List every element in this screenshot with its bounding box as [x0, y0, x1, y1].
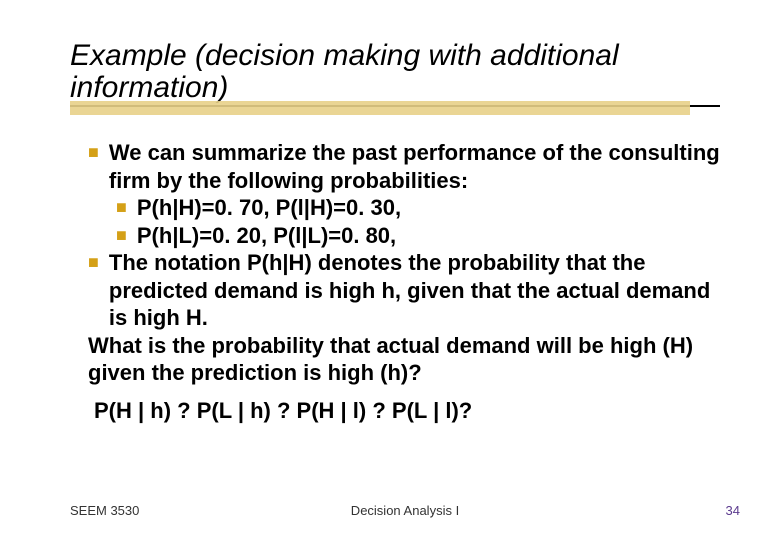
bullet-text: The notation P(h|H) denotes the probabil…	[109, 249, 720, 332]
title-underline-accent	[70, 101, 690, 115]
slide-title: Example (decision making with additional…	[70, 40, 720, 107]
bullet-text: We can summarize the past performance of…	[109, 139, 720, 194]
square-bullet-icon: ■	[88, 139, 99, 166]
sub-bullet-item-1a: ■ P(h|H)=0. 70, P(l|H)=0. 30,	[116, 194, 720, 222]
equation-row: P(H | h) ? P(L | h) ? P(H | l) ? P(L | l…	[94, 397, 720, 425]
footer-center: Decision Analysis I	[351, 503, 459, 518]
page-number: 34	[726, 503, 740, 518]
slide: Example (decision making with additional…	[0, 0, 780, 540]
bullet-text: P(h|H)=0. 70, P(l|H)=0. 30,	[137, 194, 720, 222]
square-bullet-icon: ■	[116, 222, 127, 249]
bullet-item-1: ■ We can summarize the past performance …	[88, 139, 720, 194]
sub-bullet-item-1b: ■ P(h|L)=0. 20, P(l|L)=0. 80,	[116, 222, 720, 250]
slide-footer: SEEM 3530 Decision Analysis I 34	[70, 503, 740, 518]
square-bullet-icon: ■	[116, 194, 127, 221]
square-bullet-icon: ■	[88, 249, 99, 276]
bullet-item-2: ■ The notation P(h|H) denotes the probab…	[88, 249, 720, 332]
footer-left: SEEM 3530	[70, 503, 139, 518]
slide-body: ■ We can summarize the past performance …	[88, 139, 720, 424]
bullet-text: P(h|L)=0. 20, P(l|L)=0. 80,	[137, 222, 720, 250]
question-text: What is the probability that actual dema…	[88, 332, 720, 387]
